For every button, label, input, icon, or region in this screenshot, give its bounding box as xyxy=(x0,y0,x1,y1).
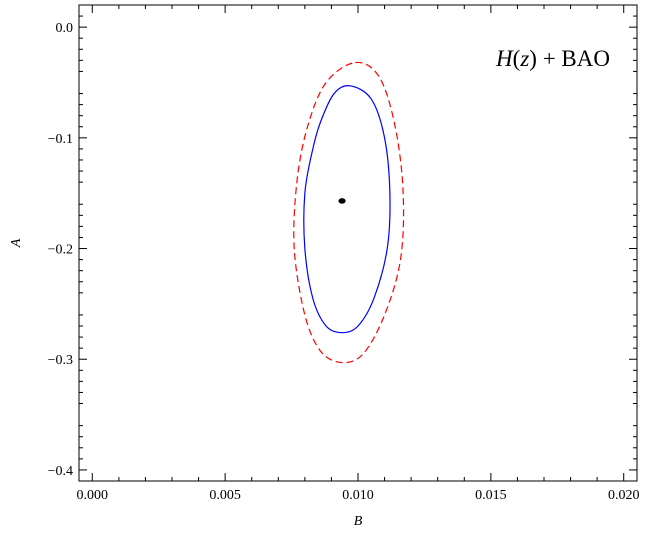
tick-layer: 0.000 0.005 0.010 0.015 0.020 0.0 −0.1 −0.2 −0.3… xyxy=(48,4,640,503)
x-tick-label: 0.000 xyxy=(77,488,109,503)
annotation-rest: + BAO xyxy=(537,46,610,71)
best-fit-layer xyxy=(338,198,346,204)
annotation-h: H xyxy=(495,46,514,71)
y-tick-label: 0.0 xyxy=(56,21,74,36)
plot-frame xyxy=(78,4,638,482)
contour-1-sigma xyxy=(303,85,391,334)
x-tick-label: 0.010 xyxy=(342,488,374,503)
annotation-paren-open: ( xyxy=(513,46,521,71)
plot-annotation: H(z) + BAO xyxy=(495,46,610,71)
x-axis-label: B xyxy=(354,514,363,529)
best-fit-point xyxy=(338,198,346,204)
y-tick-label: −0.4 xyxy=(48,464,73,479)
x-tick-label: 0.020 xyxy=(608,488,640,503)
y-tick-label: −0.3 xyxy=(48,353,73,368)
y-axis-label: A xyxy=(9,238,24,248)
x-tick-label: 0.005 xyxy=(209,488,241,503)
annotation-z: z xyxy=(519,46,529,71)
x-tick-label: 0.015 xyxy=(475,488,507,503)
contour-2-sigma xyxy=(293,61,405,364)
annotation-paren-close: ) xyxy=(529,46,537,71)
y-tick-label: −0.2 xyxy=(48,243,73,258)
y-tick-label: −0.1 xyxy=(48,132,73,147)
contour-layer xyxy=(293,61,405,364)
